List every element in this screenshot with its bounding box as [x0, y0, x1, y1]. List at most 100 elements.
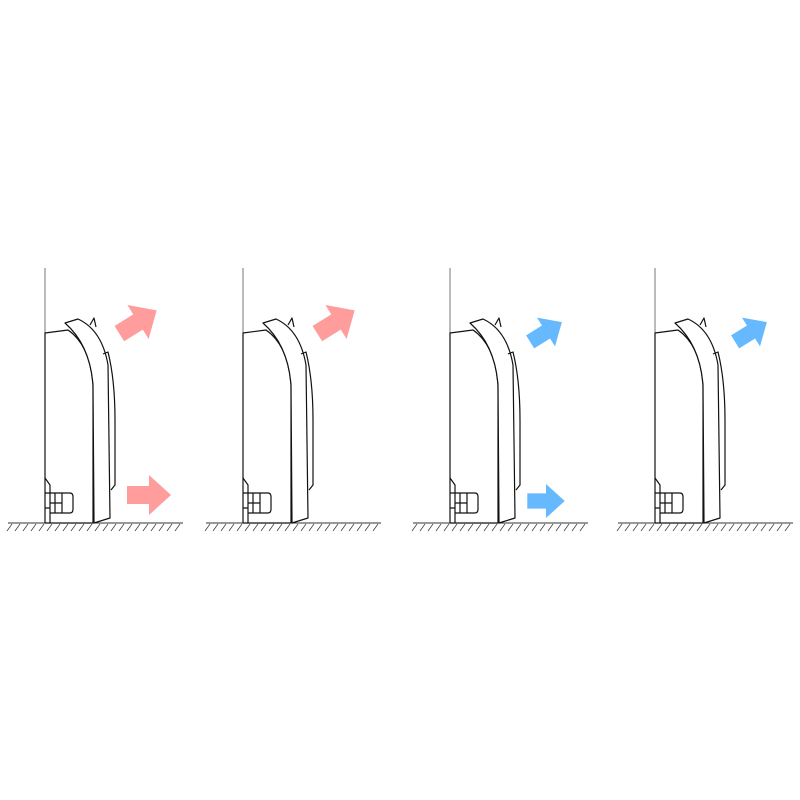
hatch-mark: [348, 523, 355, 532]
hatch-mark: [340, 523, 347, 532]
hatch-mark: [499, 523, 506, 532]
hatch-mark: [579, 523, 586, 532]
top-tab: [494, 317, 502, 328]
hatch-mark: [555, 523, 562, 532]
hatch-mark: [459, 523, 466, 532]
hatch-mark: [228, 523, 235, 532]
upper-airflow-arrow: [526, 317, 562, 349]
hatch-mark: [236, 523, 243, 532]
hatch-mark: [435, 523, 442, 532]
hatch-mark: [632, 523, 639, 532]
hatch-mark: [356, 523, 363, 532]
front-cover: [64, 318, 111, 524]
hatch-mark: [467, 523, 474, 532]
front-cover: [262, 318, 309, 524]
base-foot: [44, 477, 74, 523]
device-body: [44, 329, 94, 524]
hatch-mark: [212, 523, 219, 532]
hatch-mark: [616, 523, 623, 532]
hatch-mark: [364, 523, 371, 532]
hatch-mark: [110, 523, 117, 532]
hatch-mark: [166, 523, 173, 532]
device-body: [449, 329, 499, 524]
hatch-mark: [134, 523, 141, 532]
hatch-mark: [38, 523, 45, 532]
hatch-mark: [142, 523, 149, 532]
hatch-mark: [672, 523, 679, 532]
hatch-mark: [704, 523, 711, 532]
hatch-mark: [204, 523, 211, 532]
hatch-mark: [720, 523, 727, 532]
hatch-mark: [491, 523, 498, 532]
base-foot: [449, 477, 479, 523]
hatch-mark: [547, 523, 554, 532]
floor-hatch: [204, 523, 379, 532]
panel: [6, 268, 183, 532]
upper-airflow-arrow: [114, 305, 157, 342]
side-grip: [712, 351, 726, 491]
hatch-mark: [712, 523, 719, 532]
side-grip: [507, 351, 521, 491]
base-foot: [242, 477, 272, 523]
floor-hatch: [411, 523, 586, 532]
lower-airflow-arrow: [527, 484, 565, 518]
hatch-mark: [276, 523, 283, 532]
hatch-mark: [696, 523, 703, 532]
hatch-mark: [507, 523, 514, 532]
hatch-mark: [284, 523, 291, 532]
hatch-mark: [531, 523, 538, 532]
hatch-mark: [252, 523, 259, 532]
base-foot: [654, 477, 684, 523]
front-cover: [469, 318, 516, 524]
hatch-mark: [372, 523, 379, 532]
hatch-mark: [102, 523, 109, 532]
hatch-mark: [563, 523, 570, 532]
side-grip: [102, 351, 116, 491]
floor-hatch: [6, 523, 181, 532]
front-cover: [674, 318, 721, 524]
hatch-mark: [736, 523, 743, 532]
hatch-mark: [14, 523, 21, 532]
heater-device: [654, 317, 726, 524]
hatch-mark: [483, 523, 490, 532]
hatch-mark: [78, 523, 85, 532]
hatch-mark: [6, 523, 13, 532]
hatch-mark: [760, 523, 767, 532]
hatch-mark: [680, 523, 687, 532]
hatch-mark: [752, 523, 759, 532]
hatch-mark: [515, 523, 522, 532]
hatch-mark: [744, 523, 751, 532]
hatch-mark: [94, 523, 101, 532]
hatch-mark: [324, 523, 331, 532]
top-tab: [287, 317, 295, 328]
hatch-mark: [300, 523, 307, 532]
hatch-mark: [174, 523, 181, 532]
upper-airflow-arrow: [731, 317, 767, 349]
heater-device: [44, 317, 116, 524]
hatch-mark: [656, 523, 663, 532]
hatch-mark: [728, 523, 735, 532]
hatch-mark: [86, 523, 93, 532]
hatch-mark: [268, 523, 275, 532]
hatch-mark: [46, 523, 53, 532]
top-tab: [699, 317, 707, 328]
upper-airflow-arrow: [312, 305, 355, 342]
heater-device: [242, 317, 314, 524]
hatch-mark: [332, 523, 339, 532]
hatch-mark: [419, 523, 426, 532]
hatch-mark: [648, 523, 655, 532]
device-body: [242, 329, 292, 524]
device-body: [654, 329, 704, 524]
hatch-mark: [523, 523, 530, 532]
hatch-mark: [539, 523, 546, 532]
hatch-mark: [70, 523, 77, 532]
hatch-mark: [475, 523, 482, 532]
lower-airflow-arrow: [127, 475, 171, 515]
floor-hatch: [616, 523, 791, 532]
hatch-mark: [260, 523, 267, 532]
side-grip: [300, 351, 314, 491]
hatch-mark: [118, 523, 125, 532]
hatch-mark: [30, 523, 37, 532]
hatch-mark: [308, 523, 315, 532]
